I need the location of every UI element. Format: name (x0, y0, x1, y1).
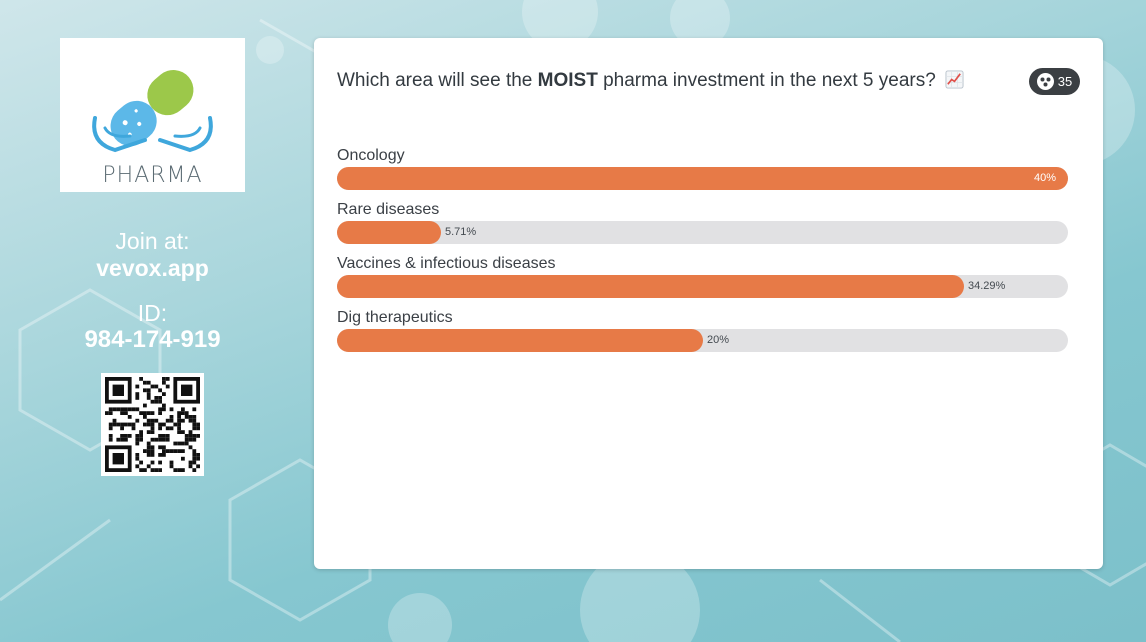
option-bar-fill (337, 221, 441, 244)
poll-option: Dig therapeutics 20% (337, 309, 1068, 363)
poll-option: Oncology 40% (337, 147, 1068, 201)
poll-card: Which area will see the MOIST pharma inv… (314, 38, 1103, 569)
option-bar-track: 34.29% (337, 275, 1068, 298)
poll-question: Which area will see the MOIST pharma inv… (337, 68, 977, 94)
question-text-start: Which area will see the (337, 70, 538, 91)
question-text-end: pharma investment in the next 5 years? (597, 70, 936, 91)
qr-code-icon (105, 377, 200, 472)
chart-increasing-icon (945, 70, 964, 89)
option-percent: 20% (707, 334, 730, 346)
responses-count-badge: 35 (1029, 68, 1080, 95)
option-bar-fill (337, 167, 1068, 190)
option-label: Vaccines & infectious diseases (337, 255, 556, 272)
logo-text: PHARMA (102, 163, 203, 188)
event-id-label: ID: (137, 300, 168, 326)
option-percent: 40% (1033, 172, 1056, 184)
poll-options: Oncology 40% Rare diseases 5.71% Vaccines & … (337, 147, 1068, 363)
option-bar-track: 5.71% (337, 221, 1068, 244)
option-bar-fill (337, 275, 964, 298)
participants-icon (1036, 73, 1054, 90)
option-percent: 34.29% (968, 280, 1006, 292)
join-label: Join at: (115, 228, 190, 254)
option-bar-track: 40% (337, 167, 1068, 190)
option-bar-track: 20% (337, 329, 1068, 352)
qr-code (101, 373, 204, 476)
option-label: Oncology (337, 147, 405, 164)
option-label: Rare diseases (337, 201, 440, 218)
pill-hands-logo-icon (92, 70, 213, 153)
option-percent: 5.71% (445, 226, 477, 238)
question-text-bold: MOIST (537, 70, 598, 91)
join-url: vevox.app (96, 255, 209, 281)
responses-count: 35 (1057, 74, 1073, 89)
poll-option: Rare diseases 5.71% (337, 201, 1068, 255)
event-id-value: 984-174-919 (84, 326, 221, 353)
option-label: Dig therapeutics (337, 309, 453, 326)
option-bar-fill (337, 329, 703, 352)
poll-option: Vaccines & infectious diseases 34.29% (337, 255, 1068, 309)
brand-logo: PHARMA (60, 38, 245, 192)
